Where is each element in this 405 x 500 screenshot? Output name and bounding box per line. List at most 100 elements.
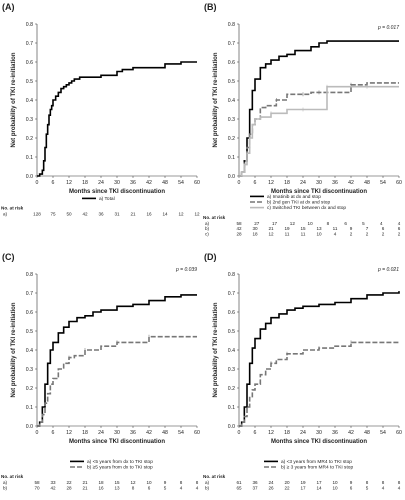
- risk-cell: 12: [178, 212, 184, 217]
- risk-cell: 16: [146, 212, 152, 217]
- x-tick-label: 48: [364, 180, 370, 186]
- legend-label-2: b) ≥ 3 years from MR4 to TKI stop: [281, 465, 353, 471]
- chart-panel-b: (B) p = 0.017 0.0 0.1 0.2 0.3 0.4 0.5 0.6 0.7 0.8 0…: [203, 2, 402, 237]
- p-value-label: p = 0.017: [377, 25, 399, 31]
- x-tick-label: 48: [162, 180, 168, 186]
- y-tick-label: 0.4: [228, 348, 235, 354]
- y-axis-title: Net probability of TKI re-initiation: [213, 302, 219, 397]
- risk-cell: 58: [34, 480, 40, 485]
- y-tick-label: 0.5: [228, 329, 235, 335]
- risk-cell: 18: [98, 480, 104, 485]
- y-tick-label: 0.6: [228, 310, 235, 316]
- y-tick-label: 0.2: [26, 136, 33, 142]
- x-tick-label: 18: [284, 430, 290, 436]
- risk-table-header: No. at risk: [203, 474, 226, 479]
- y-tick-label: 0.1: [228, 405, 235, 411]
- y-tick-label: 0.3: [26, 367, 33, 373]
- x-tick-label: 36: [332, 430, 338, 436]
- risk-cell: 11: [285, 232, 290, 237]
- y-tick-label: 0.5: [26, 79, 33, 85]
- y-tick-label: 0.1: [228, 155, 235, 161]
- chart-panel-a: (A) 0.0 0.1 0.2 0.3 0.4 0.5 0.6 0.7 0.8 0 6 12 18 24 30…: [1, 2, 200, 217]
- x-tick-label: 12: [66, 430, 72, 436]
- x-tick-label: 36: [332, 180, 338, 186]
- y-tick-label: 0.3: [26, 117, 33, 123]
- risk-cell: 2: [366, 232, 369, 237]
- risk-cell: 4: [180, 486, 183, 491]
- x-tick-label: 42: [348, 180, 354, 186]
- x-tick-label: 54: [380, 430, 386, 436]
- risk-cell: 15: [114, 480, 120, 485]
- risk-cell: 2: [382, 232, 385, 237]
- risk-row-label: a): [3, 212, 8, 217]
- chart-panel-c: (C) p = 0.039 0.0 0.1 0.2 0.3 0.4 0.5 0.6 0.7 0.8 0…: [1, 252, 200, 491]
- x-tick-label: 18: [82, 430, 88, 436]
- risk-cell: 12: [268, 232, 274, 237]
- series-line-2: [37, 335, 197, 427]
- x-tick-label: 36: [130, 180, 136, 186]
- risk-cell: 37: [252, 486, 258, 491]
- risk-cell: 21: [268, 226, 274, 231]
- panel-label: (B): [204, 2, 217, 12]
- x-tick-label: 0: [238, 180, 241, 186]
- risk-cell: 28: [66, 486, 72, 491]
- risk-cell: 4: [382, 486, 385, 491]
- risk-cell: 75: [50, 212, 56, 217]
- risk-cell: 16: [98, 486, 104, 491]
- risk-cell: 6: [382, 226, 385, 231]
- y-tick-label: 0.6: [228, 60, 235, 66]
- chart-panel-d: (D) p = 0.021 0.0 0.1 0.2 0.3 0.4 0.5 0.6 0.7 0.8 0…: [203, 252, 402, 491]
- risk-cell: 22: [284, 486, 290, 491]
- risk-row-label: a): [3, 480, 8, 485]
- legend-label-2: b) 2nd gen TKI at dx and stop: [267, 200, 330, 206]
- series-line-1: [239, 40, 399, 177]
- x-tick-label: 54: [178, 180, 184, 186]
- risk-cell: 19: [300, 480, 306, 485]
- x-tick-label: 6: [254, 430, 257, 436]
- x-tick-label: 54: [380, 180, 386, 186]
- risk-cell: 15: [300, 226, 306, 231]
- y-tick-label: 0.8: [228, 22, 235, 28]
- risk-cell: 22: [66, 480, 72, 485]
- series-line-1: [37, 61, 197, 177]
- legend-label-3: c) Switched TKI between dx and stop: [267, 205, 346, 211]
- risk-table-header: No. at risk: [203, 215, 226, 220]
- y-tick-label: 0.8: [26, 272, 33, 278]
- x-tick-label: 24: [98, 180, 104, 186]
- risk-cell: 9: [350, 226, 353, 231]
- y-tick-label: 0.5: [228, 79, 235, 85]
- risk-cell: 70: [34, 486, 40, 491]
- risk-cell: 12: [194, 212, 200, 217]
- x-tick-label: 12: [268, 180, 274, 186]
- x-tick-label: 0: [36, 430, 39, 436]
- panel-label: (A): [2, 2, 15, 12]
- x-tick-label: 18: [82, 180, 88, 186]
- legend-label-1: a) <5 years from dx to TKI stop: [87, 459, 153, 465]
- risk-cell: 42: [236, 226, 242, 231]
- x-tick-label: 30: [114, 430, 120, 436]
- x-axis-title: Months since TKI discontinuation: [271, 439, 367, 445]
- x-tick-label: 6: [52, 430, 55, 436]
- risk-cell: 65: [236, 486, 242, 491]
- x-axis-title: Months since TKI discontinuation: [271, 189, 367, 195]
- risk-cell: 2: [398, 232, 401, 237]
- x-tick-label: 60: [396, 180, 402, 186]
- risk-cell: 58: [236, 221, 242, 226]
- risk-cell: 12: [130, 480, 136, 485]
- risk-cell: 17: [272, 221, 278, 226]
- risk-cell: 6: [148, 486, 151, 491]
- risk-cell: 28: [236, 232, 242, 237]
- y-tick-label: 0.7: [228, 41, 235, 47]
- risk-cell: 8: [398, 480, 401, 485]
- risk-cell: 36: [98, 212, 104, 217]
- risk-cell: 42: [82, 212, 88, 217]
- risk-cell: 8: [327, 221, 330, 226]
- risk-cell: 7: [366, 226, 369, 231]
- risk-cell: 11: [301, 232, 306, 237]
- y-tick-label: 0.6: [26, 310, 33, 316]
- risk-cell: 128: [33, 212, 41, 217]
- y-tick-label: 0.4: [26, 98, 33, 104]
- y-tick-label: 0.3: [228, 367, 235, 373]
- x-tick-label: 60: [194, 180, 200, 186]
